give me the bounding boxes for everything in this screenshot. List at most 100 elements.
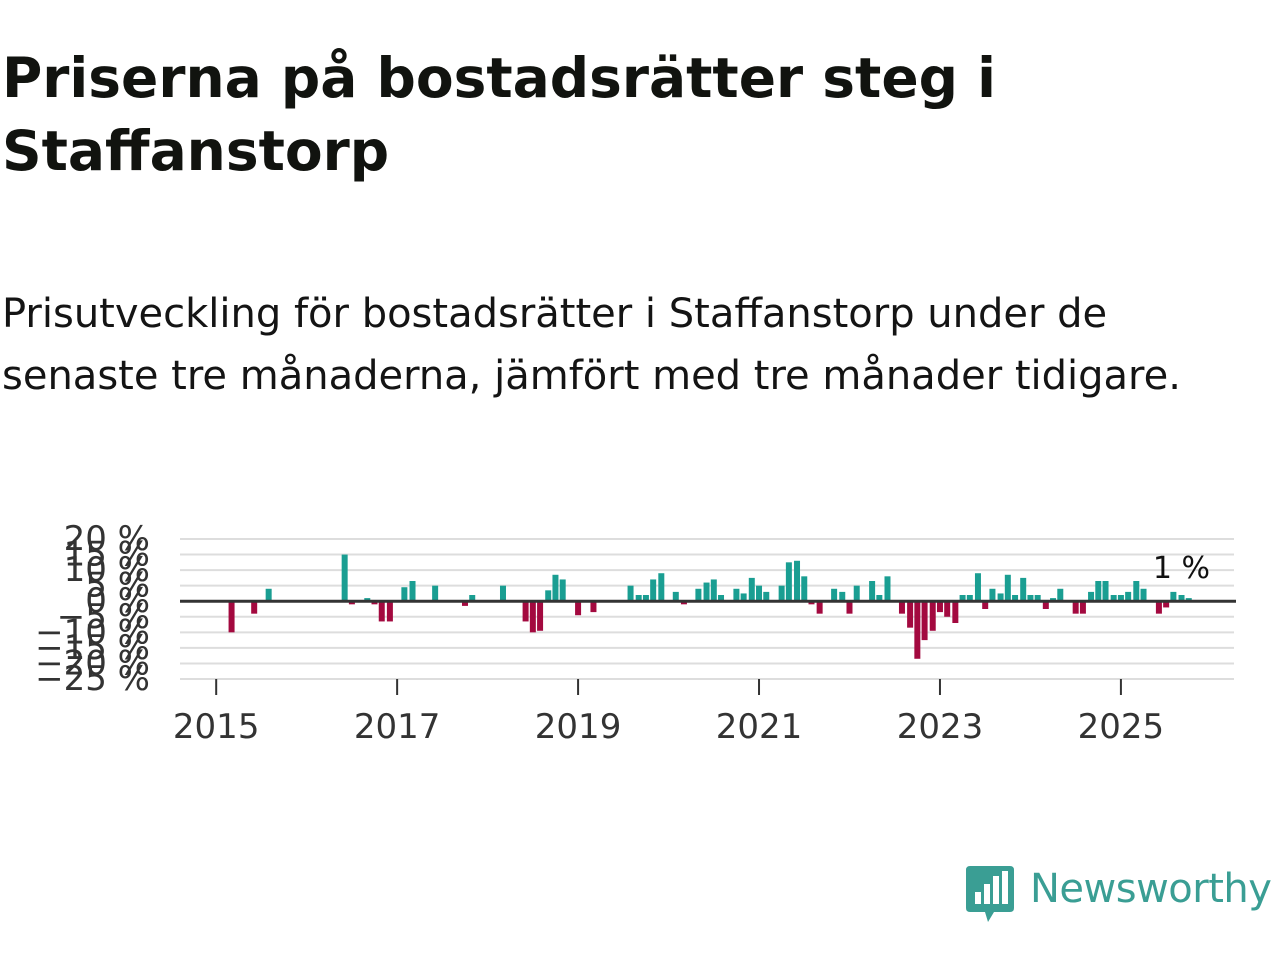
bar <box>1155 601 1162 614</box>
bar <box>522 601 529 622</box>
bar <box>1110 595 1117 602</box>
bar <box>672 591 679 602</box>
y-axis: 20 %15 %10 %5 %0 %−5 %−10 %−15 %−20 %−25… <box>35 519 150 699</box>
x-tick-label: 2023 <box>897 707 984 747</box>
bar <box>461 601 468 606</box>
bar <box>1163 601 1170 608</box>
bar <box>794 560 801 602</box>
bar <box>1034 595 1041 602</box>
y-tick-label: −15 % <box>35 628 150 668</box>
bar <box>1042 601 1049 609</box>
bar <box>703 582 710 602</box>
bar <box>401 587 408 602</box>
bar <box>1185 598 1192 602</box>
bar <box>785 562 792 602</box>
bar <box>952 601 959 623</box>
bar <box>808 601 815 605</box>
bar <box>1125 591 1132 602</box>
bar <box>748 577 755 602</box>
bar <box>695 588 702 602</box>
bar <box>386 601 393 622</box>
x-tick-label: 2025 <box>1078 707 1165 747</box>
x-axis: 2015 2017 2019 2021 2023 2025 <box>173 678 1234 747</box>
bar <box>997 593 1004 602</box>
bars <box>228 554 1192 659</box>
bar <box>1088 591 1095 602</box>
bar <box>251 601 258 614</box>
bar <box>966 595 973 602</box>
bar <box>1057 588 1064 602</box>
y-tick-label: 10 % <box>64 550 150 590</box>
bar <box>733 588 740 602</box>
bar <box>989 588 996 602</box>
x-tick-label: 2015 <box>173 707 260 747</box>
bar <box>658 573 665 602</box>
bar <box>884 576 891 602</box>
bar <box>552 574 559 602</box>
bar <box>499 585 506 602</box>
bar-chart-speech-bubble-icon <box>966 866 1014 922</box>
bar <box>590 601 597 613</box>
bar <box>1027 595 1034 602</box>
bar <box>348 601 355 605</box>
y-tick-label: 15 % <box>64 535 150 575</box>
bar <box>1170 591 1177 602</box>
bar <box>869 581 876 602</box>
bar <box>1050 598 1057 602</box>
bar <box>718 595 725 602</box>
bar <box>756 585 763 602</box>
bar <box>432 585 439 602</box>
bar <box>831 588 838 602</box>
bar <box>364 598 371 602</box>
bar <box>763 591 770 602</box>
bar <box>778 585 785 602</box>
bar <box>529 601 536 633</box>
bar <box>680 601 687 605</box>
bar <box>537 601 544 631</box>
bar <box>1102 581 1109 602</box>
bar <box>982 601 989 609</box>
bar <box>1012 595 1019 602</box>
y-tick-label: −5 % <box>57 597 150 637</box>
bar <box>921 601 928 641</box>
bar <box>469 595 476 602</box>
bar <box>914 601 921 659</box>
bar <box>409 581 416 602</box>
bar <box>740 593 747 602</box>
chart-subtitle: Prisutveckling för bostadsrätter i Staff… <box>2 291 1181 399</box>
bar <box>341 554 348 602</box>
y-tick-label: −25 % <box>35 659 150 699</box>
bar <box>710 579 717 602</box>
bar <box>816 601 823 614</box>
bar <box>1079 601 1086 614</box>
bar <box>853 585 860 602</box>
bar <box>936 601 943 613</box>
bar <box>642 595 649 602</box>
last-value-annotation: 1 % <box>1153 551 1210 586</box>
bar <box>1020 577 1027 602</box>
bar <box>974 573 981 602</box>
x-tick-label: 2019 <box>535 707 622 747</box>
bar <box>944 601 951 617</box>
y-tick-label: 0 % <box>85 581 150 621</box>
bar <box>929 601 936 631</box>
y-tick-label: −10 % <box>35 612 150 652</box>
bar <box>265 588 272 602</box>
bar-chart: 20 %15 %10 %5 %0 %−5 %−10 %−15 %−20 %−25… <box>35 519 1236 747</box>
bar <box>1072 601 1079 614</box>
bar <box>898 601 905 614</box>
x-tick-label: 2021 <box>716 707 803 747</box>
bar <box>627 585 634 602</box>
newsworthy-logo: Newsworthy <box>964 862 1272 926</box>
bar <box>839 591 846 602</box>
bar <box>559 579 566 602</box>
bar <box>959 595 966 602</box>
bar <box>801 576 808 602</box>
bar <box>650 579 657 602</box>
brand-name: Newsworthy <box>1030 866 1272 912</box>
bar <box>1095 581 1102 602</box>
bar <box>876 595 883 602</box>
bar <box>378 601 385 622</box>
y-tick-label: 20 % <box>64 519 150 559</box>
bar <box>1117 595 1124 602</box>
